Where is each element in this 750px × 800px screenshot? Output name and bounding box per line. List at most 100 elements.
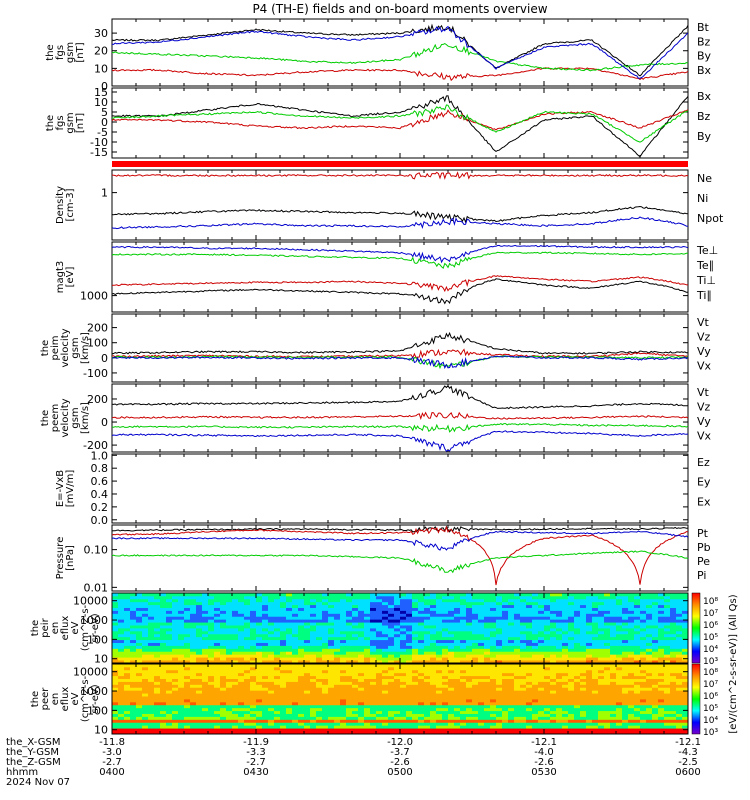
spectrogram-cell <box>256 675 263 679</box>
spectrogram-cell <box>118 622 125 626</box>
spectrogram-cell <box>640 633 647 638</box>
spectrogram-cell <box>586 672 593 677</box>
spectrogram-cell <box>568 666 575 671</box>
spectrogram-cell <box>280 716 287 720</box>
series-line-bx <box>111 25 689 79</box>
spectrogram-cell <box>598 613 605 617</box>
spectrogram-cell <box>394 725 401 729</box>
spectrogram-cell <box>550 619 557 623</box>
spectrogram-cell <box>148 731 155 735</box>
spectrogram-cell <box>376 601 383 606</box>
spectrogram-cell <box>490 645 497 649</box>
spectrogram-cell <box>358 687 365 691</box>
spectrogram-cell <box>184 633 191 638</box>
spectrogram-cell <box>238 628 245 632</box>
spectrogram-cell <box>268 710 275 714</box>
spectrogram-cell <box>280 595 287 600</box>
spectrogram-cell <box>208 601 215 606</box>
spectrogram-cell <box>490 642 497 646</box>
spectrogram-cell <box>454 601 461 606</box>
spectrogram-cell <box>268 607 275 611</box>
spectrogram-cell <box>232 693 239 697</box>
spectrogram-cell <box>322 601 329 606</box>
spectrogram-cell <box>508 707 515 712</box>
spectrogram-cell <box>466 725 473 729</box>
spectrogram-cell <box>154 675 161 679</box>
spectrogram-cell <box>202 625 209 629</box>
spectrogram-cell <box>310 681 317 685</box>
spectrogram-cell <box>532 610 539 614</box>
spectrogram-cell <box>364 598 371 603</box>
spectrogram-cell <box>208 633 215 638</box>
spectrogram-cell <box>466 710 473 714</box>
spectrogram-cell <box>274 707 281 712</box>
spectrogram-cell <box>544 701 551 706</box>
spectrogram-cell <box>550 713 557 717</box>
spectrogram-cell <box>478 604 485 608</box>
spectrogram-cell <box>304 725 311 729</box>
spectrogram-cell <box>580 678 587 682</box>
spectrogram-cell <box>268 731 275 735</box>
spectrogram-cell <box>580 672 587 677</box>
spectrogram-cell <box>640 595 647 600</box>
spectrogram-cell <box>556 696 563 700</box>
spectrogram-cell <box>226 630 233 635</box>
spectrogram-cell <box>304 701 311 706</box>
spectrogram-cell <box>544 619 551 623</box>
spectrogram-cell <box>196 731 203 735</box>
spectrogram-cell <box>190 669 197 674</box>
spectrogram-cell <box>622 651 629 655</box>
spectrogram-cell <box>352 593 359 597</box>
spectrogram-cell <box>376 619 383 623</box>
spectrogram-cell <box>352 728 359 732</box>
spectrogram-cell <box>598 604 605 608</box>
spectrogram-cell <box>154 731 161 735</box>
spectrogram-cell <box>184 660 191 664</box>
spectrogram-cell <box>406 598 413 603</box>
spectrogram-cell <box>508 601 515 606</box>
spectrogram-cell <box>364 690 371 694</box>
spectrogram-cell <box>622 648 629 652</box>
spectrogram-cell <box>232 701 239 706</box>
spectrogram-cell <box>562 678 569 682</box>
spectrogram-cell <box>682 651 689 655</box>
spectrogram-cell <box>442 642 449 646</box>
spectrogram-cell <box>352 681 359 685</box>
spectrogram-cell <box>214 593 221 597</box>
spectrogram-cell <box>580 681 587 685</box>
spectrogram-cell <box>634 625 641 629</box>
spectrogram-cell <box>196 684 203 688</box>
spectrogram-cell <box>616 722 623 726</box>
spectrogram-cell <box>364 636 371 641</box>
spectrogram-cell <box>652 651 659 655</box>
spectrogram-cell <box>214 699 221 703</box>
spectrogram-cell <box>184 610 191 614</box>
spectrogram-cell <box>616 713 623 717</box>
spectrogram-cell <box>196 707 203 712</box>
spectrogram-cell <box>208 642 215 646</box>
spectrogram-cell <box>238 642 245 646</box>
spectrogram-cell <box>604 664 611 668</box>
spectrogram-cell <box>610 731 617 735</box>
spectrogram-cell <box>208 604 215 608</box>
spectrogram-cell <box>508 696 515 700</box>
spectrogram-cell <box>526 675 533 679</box>
spectrogram-cell <box>220 595 227 600</box>
spectrogram-cell <box>130 713 137 717</box>
spectrogram-cell <box>346 595 353 600</box>
spectrogram-cell <box>424 642 431 646</box>
spectrogram-cell <box>502 672 509 677</box>
spectrogram-cell <box>268 716 275 720</box>
spectrogram-cell <box>154 701 161 706</box>
spectrogram-cell <box>328 669 335 674</box>
spectrogram-cell <box>262 719 269 723</box>
spectrogram-cell <box>508 648 515 652</box>
spectrogram-cell <box>202 690 209 694</box>
spectrogram-cell <box>634 613 641 617</box>
spectrogram-cell <box>118 619 125 623</box>
spectrogram-cell <box>574 628 581 632</box>
spectrogram-cell <box>334 672 341 677</box>
spectrogram-cell <box>262 731 269 735</box>
spectrogram-cell <box>316 664 323 668</box>
spectrogram-cell <box>190 664 197 668</box>
